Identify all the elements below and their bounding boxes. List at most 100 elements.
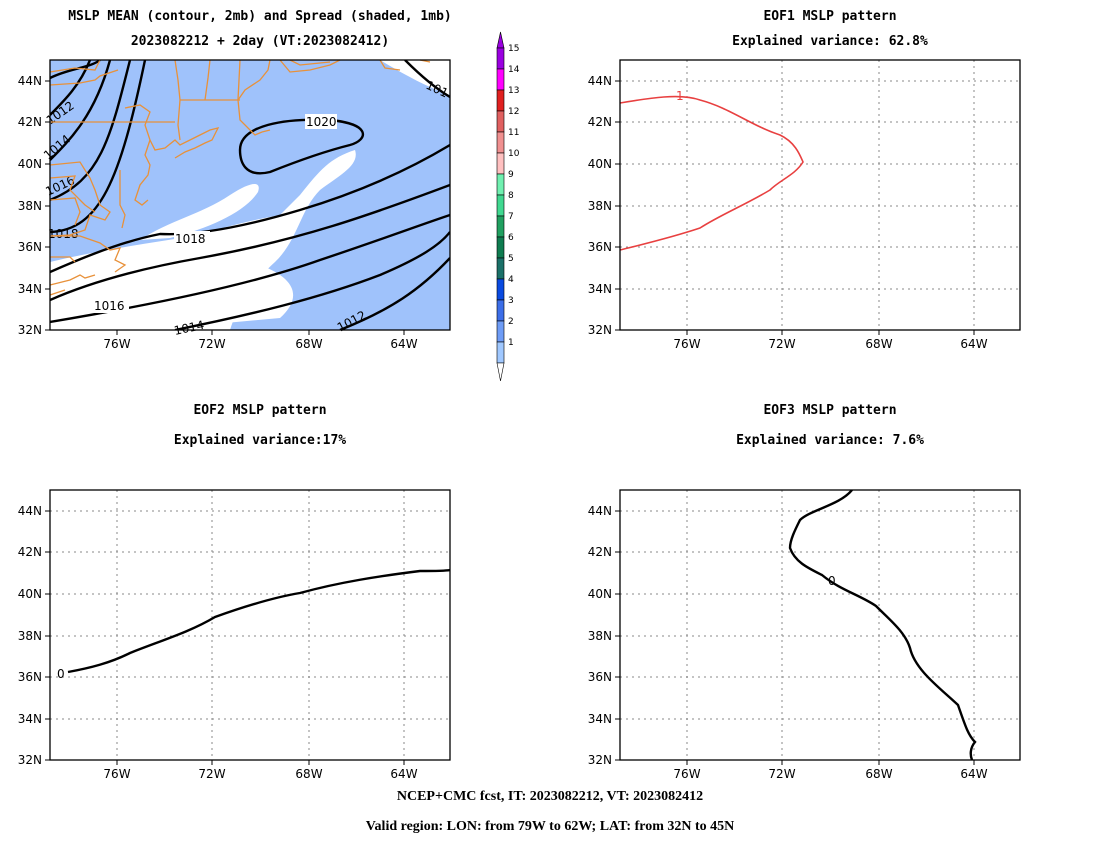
- svg-text:32N: 32N: [588, 753, 612, 767]
- colorbar-label: 4: [508, 275, 514, 285]
- panel2-title-line1: EOF1 MSLP pattern: [763, 9, 897, 24]
- colorbar-segment: [496, 110, 505, 133]
- svg-text:72W: 72W: [198, 767, 225, 781]
- svg-text:36N: 36N: [588, 670, 612, 684]
- colorbar-segment: [496, 47, 505, 70]
- colorbar-label: 3: [508, 296, 514, 306]
- panel3-frame: [49, 489, 451, 761]
- panel1-lon-labels: 76W 72W 68W 64W: [103, 337, 417, 351]
- svg-text:34N: 34N: [18, 282, 42, 296]
- svg-text:42N: 42N: [18, 545, 42, 559]
- panel1-spread-shading: [50, 60, 450, 330]
- svg-text:36N: 36N: [588, 240, 612, 254]
- svg-text:36N: 36N: [18, 670, 42, 684]
- colorbar-label: 6: [508, 233, 514, 243]
- footer-line1: NCEP+CMC fcst, IT: 2023082212, VT: 20230…: [396, 789, 704, 804]
- svg-text:64W: 64W: [390, 337, 417, 351]
- panel4-title-line2: Explained variance: 7.6%: [736, 433, 924, 448]
- svg-text:34N: 34N: [588, 712, 612, 726]
- panel3-lon-labels: 76W 72W 68W 64W: [103, 767, 417, 781]
- svg-text:40N: 40N: [18, 587, 42, 601]
- svg-text:72W: 72W: [768, 337, 795, 351]
- contour-label-1018-left: 1018: [48, 227, 79, 241]
- colorbar-segment: [496, 89, 505, 112]
- svg-text:72W: 72W: [768, 767, 795, 781]
- panel1-title-line2: 2023082212 + 2day (VT:2023082412): [130, 34, 390, 49]
- eof1-contour-line: [620, 95, 804, 251]
- svg-text:44N: 44N: [18, 74, 42, 88]
- colorbar-label: 13: [508, 86, 519, 96]
- colorbar-segment: [496, 173, 505, 196]
- svg-text:68W: 68W: [865, 337, 892, 351]
- svg-text:42N: 42N: [588, 545, 612, 559]
- contour-label-1016: 1016: [94, 299, 125, 313]
- colorbar-label: 5: [508, 254, 514, 264]
- eof1-contour-label: 1: [676, 89, 684, 103]
- colorbar-segment: [496, 68, 505, 91]
- svg-text:44N: 44N: [588, 74, 612, 88]
- colorbar-segment: [496, 194, 505, 217]
- colorbar-label: 10: [508, 149, 520, 159]
- spread-colorbar: 15 14 13 12 11 10 9 8 7 6 5 4 3 2 1: [496, 31, 520, 382]
- colorbar-label: 1: [508, 338, 514, 348]
- eof2-contour-line: [67, 568, 450, 674]
- colorbar-segment: [496, 152, 505, 175]
- svg-text:40N: 40N: [18, 157, 42, 171]
- svg-text:38N: 38N: [18, 629, 42, 643]
- svg-text:44N: 44N: [588, 504, 612, 518]
- svg-text:76W: 76W: [103, 337, 130, 351]
- svg-text:32N: 32N: [588, 323, 612, 337]
- colorbar-bottom-arrow: [496, 362, 505, 382]
- colorbar-label: 15: [508, 44, 519, 54]
- colorbar-segment: [496, 131, 505, 154]
- panel2-title-line2: Explained variance: 62.8%: [732, 34, 928, 49]
- panel3-title-line1: EOF2 MSLP pattern: [193, 403, 327, 418]
- svg-text:32N: 32N: [18, 323, 42, 337]
- colorbar-segment: [496, 278, 505, 301]
- contour-label-1018: 1018: [175, 232, 206, 246]
- svg-text:68W: 68W: [295, 767, 322, 781]
- svg-text:72W: 72W: [198, 337, 225, 351]
- svg-text:42N: 42N: [588, 115, 612, 129]
- panel1-mean-contours: [50, 60, 450, 330]
- panel1-title-line1: MSLP MEAN (contour, 2mb) and Spread (sha…: [68, 9, 452, 24]
- colorbar-label: 8: [508, 191, 514, 201]
- colorbar-label: 11: [508, 128, 519, 138]
- panel4-frame: [619, 489, 1021, 761]
- colorbar-segment: [496, 341, 505, 364]
- colorbar-top-arrow: [496, 31, 505, 49]
- colorbar-label: 7: [508, 212, 514, 222]
- svg-text:76W: 76W: [103, 767, 130, 781]
- colorbar-label: 9: [508, 170, 514, 180]
- svg-text:38N: 38N: [588, 199, 612, 213]
- panel2-lon-labels: 76W 72W 68W 64W: [673, 337, 987, 351]
- colorbar-label: 12: [508, 107, 519, 117]
- svg-text:64W: 64W: [390, 767, 417, 781]
- svg-text:64W: 64W: [960, 767, 987, 781]
- footer-line2: Valid region: LON: from 79W to 62W; LAT:…: [365, 819, 735, 834]
- panel2-frame: [619, 59, 1021, 331]
- svg-text:42N: 42N: [18, 115, 42, 129]
- panel3-lat-labels: 44N 42N 40N 38N 36N 34N 32N: [18, 504, 42, 767]
- colorbar-segment: [496, 320, 505, 343]
- svg-text:36N: 36N: [18, 240, 42, 254]
- colorbar-segment: [496, 257, 505, 280]
- panel4-title-line1: EOF3 MSLP pattern: [763, 403, 897, 418]
- svg-text:44N: 44N: [18, 504, 42, 518]
- contour-label-1020: 1020: [306, 115, 337, 129]
- eof2-contour-label: 0: [57, 667, 65, 681]
- svg-text:34N: 34N: [18, 712, 42, 726]
- svg-text:68W: 68W: [865, 767, 892, 781]
- colorbar-segment: [496, 299, 505, 322]
- svg-text:38N: 38N: [588, 629, 612, 643]
- svg-text:38N: 38N: [18, 199, 42, 213]
- svg-text:40N: 40N: [588, 587, 612, 601]
- colorbar-segment: [496, 236, 505, 259]
- panel3-title-line2: Explained variance:17%: [173, 433, 347, 448]
- svg-text:34N: 34N: [588, 282, 612, 296]
- colorbar-label: 2: [508, 317, 514, 327]
- colorbar-segment: [496, 215, 505, 238]
- panel4-lat-labels: 44N 42N 40N 38N 36N 34N 32N: [588, 504, 612, 767]
- svg-text:32N: 32N: [18, 753, 42, 767]
